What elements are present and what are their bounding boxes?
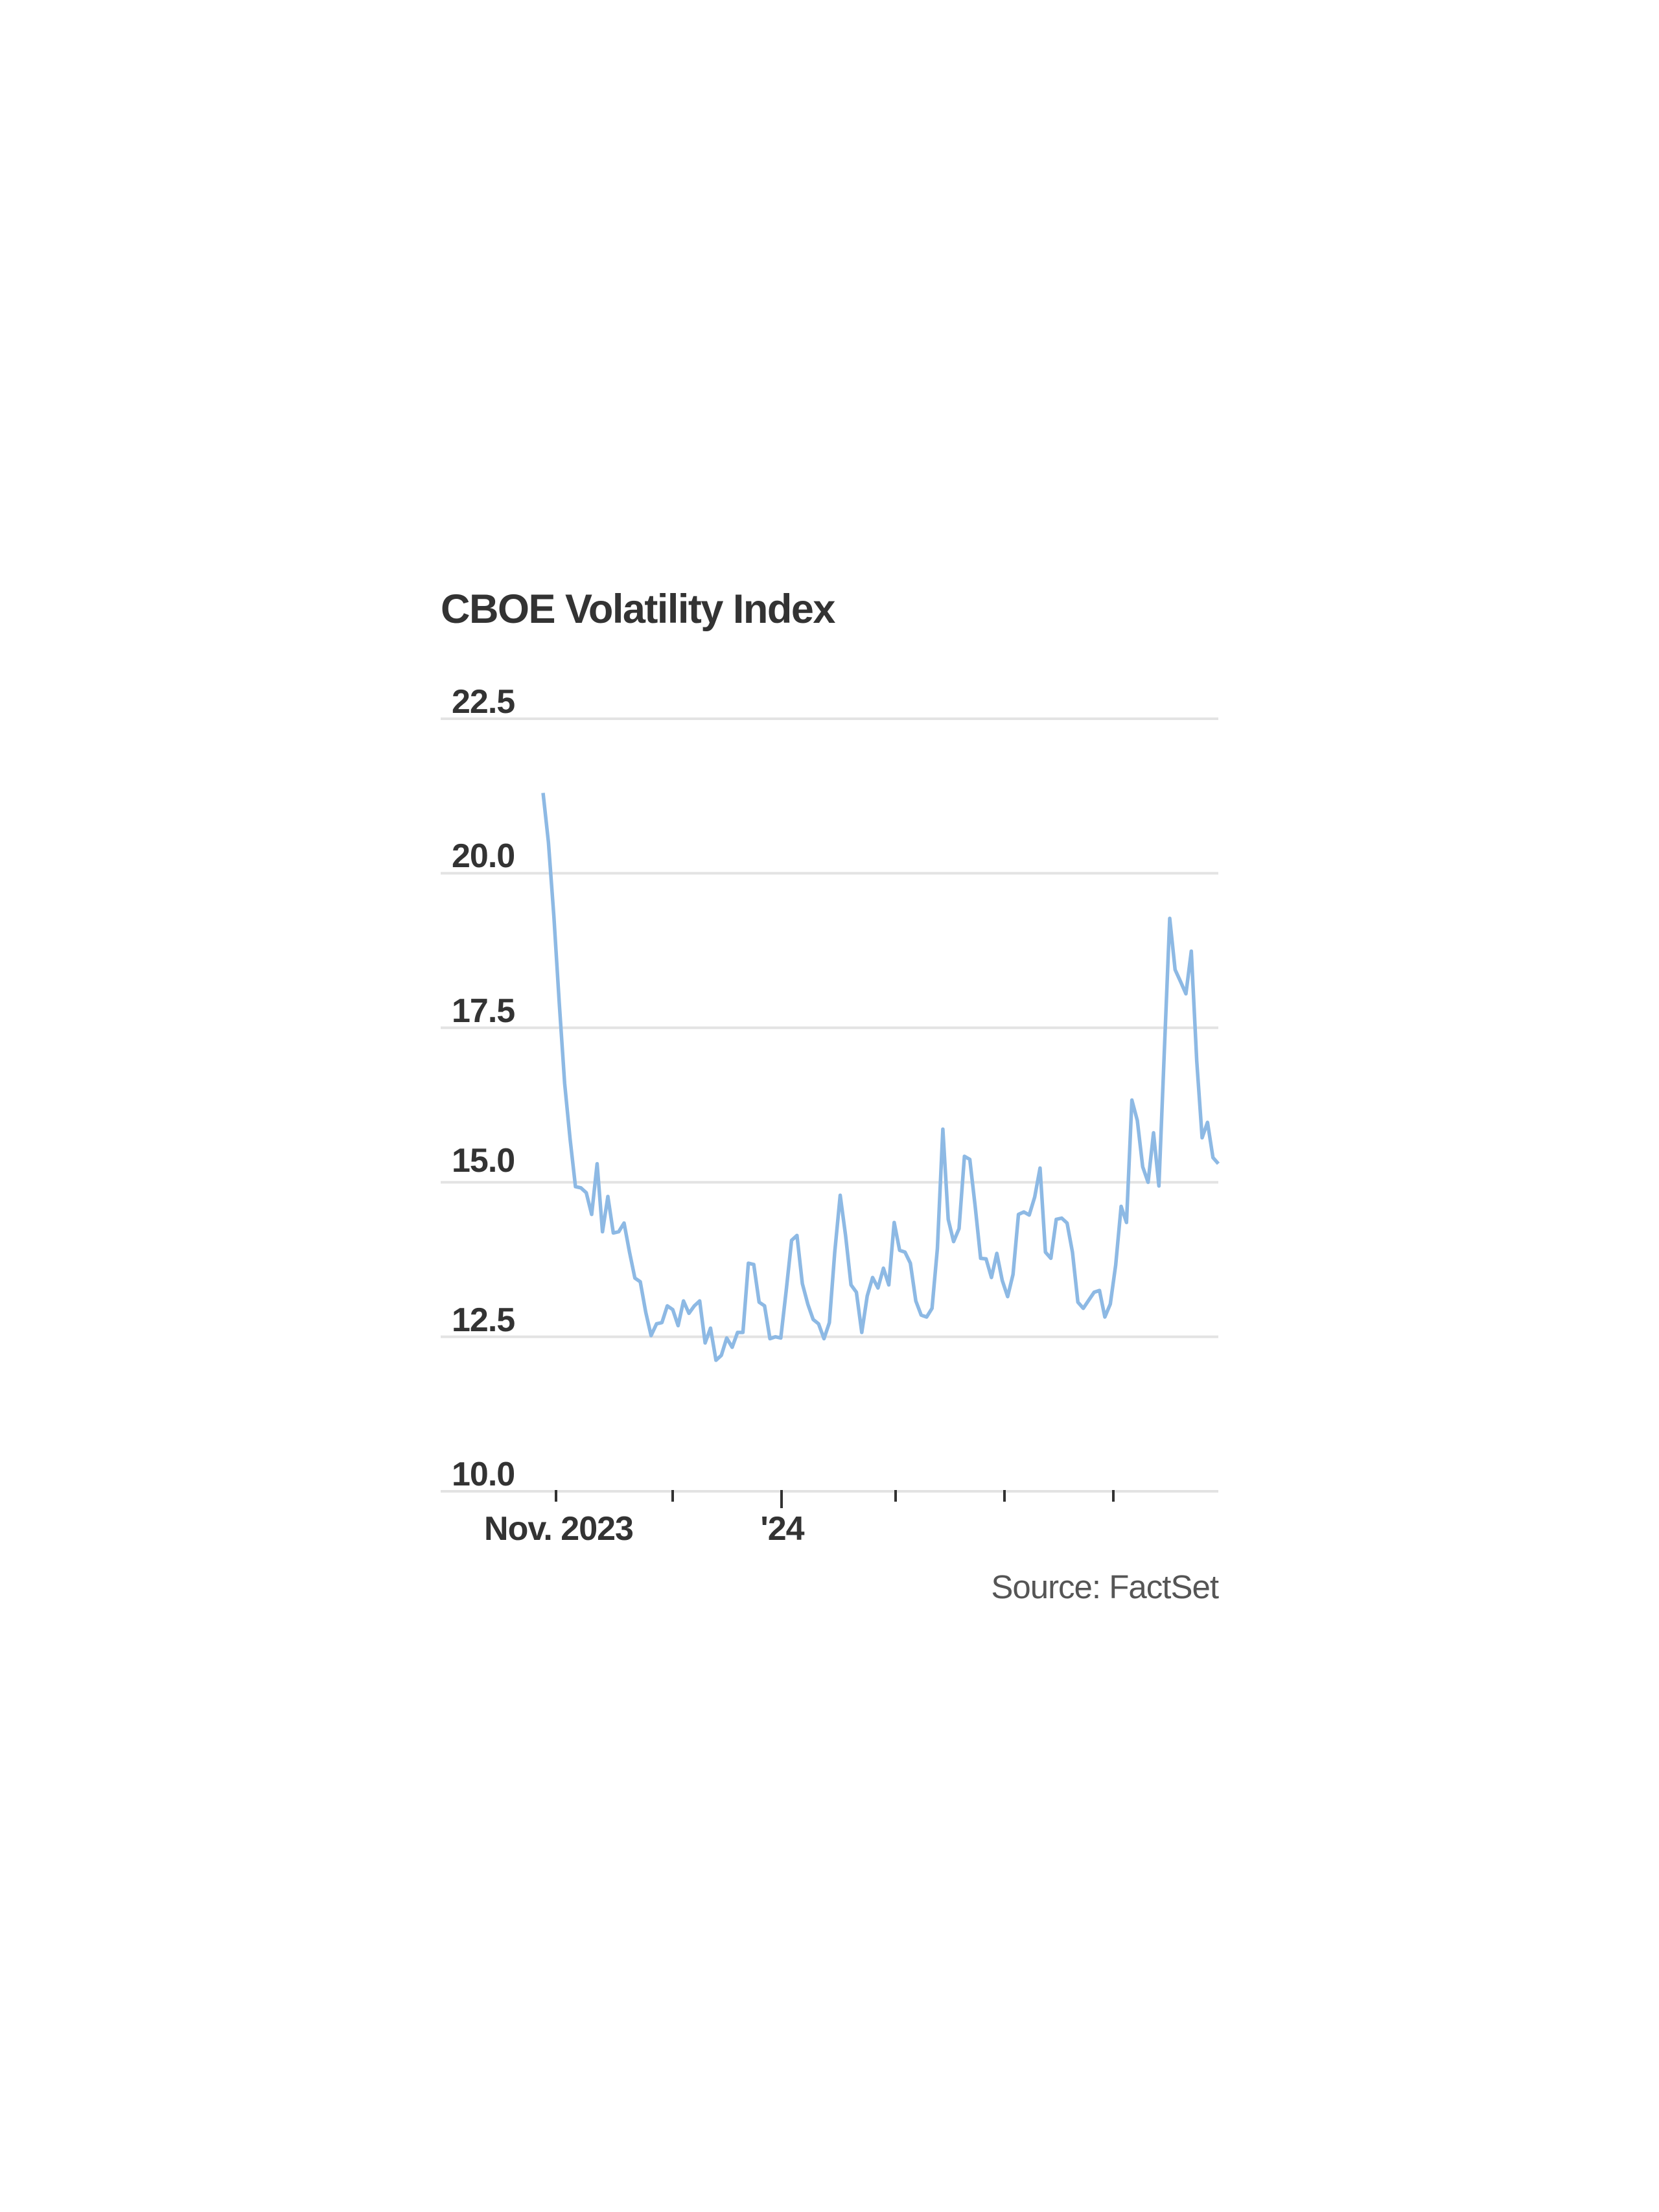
y-label-12-5: 12.5 — [452, 1301, 515, 1339]
y-label-20-0: 20.0 — [452, 837, 515, 875]
y-label-15-0: 15.0 — [452, 1142, 515, 1180]
x-label-nov-2023: Nov. 2023 — [484, 1510, 634, 1548]
chart-title: CBOE Volatility Index — [441, 587, 835, 632]
source-note: Source: FactSet — [991, 1568, 1219, 1605]
vix-line — [541, 793, 1220, 1362]
y-label-17-5: 17.5 — [452, 992, 515, 1030]
y-label-22-5: 22.5 — [452, 683, 515, 721]
x-axis-ticks — [555, 1490, 1115, 1508]
x-label-2024: '24 — [760, 1510, 804, 1548]
gridlines — [441, 717, 1218, 1493]
y-label-10-0: 10.0 — [452, 1456, 515, 1493]
